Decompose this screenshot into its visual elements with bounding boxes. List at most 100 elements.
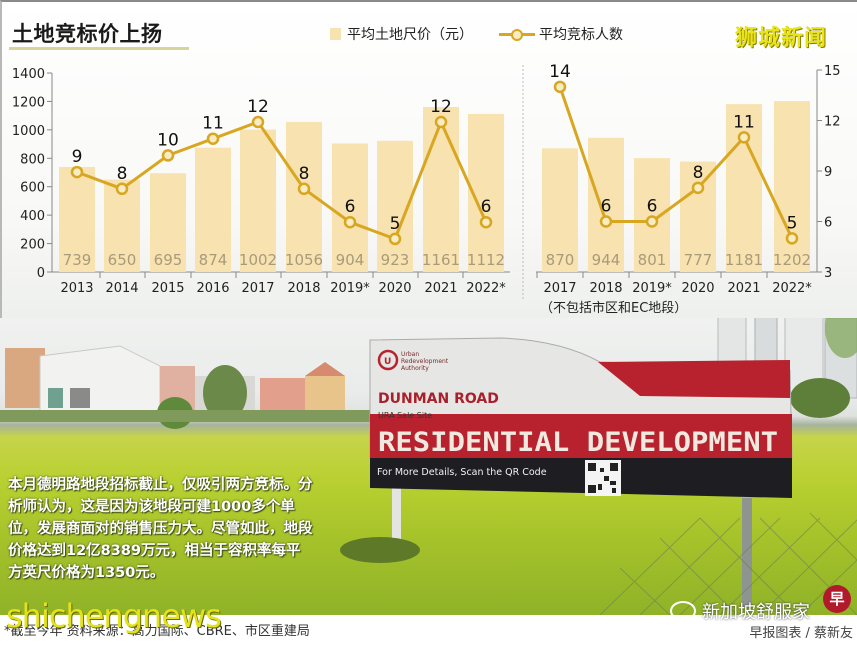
x-tick-label: 2017 xyxy=(543,281,576,296)
line-legend-swatch-icon xyxy=(499,28,535,41)
right-line-series: 14 6 6 8 11 5 xyxy=(549,62,799,245)
price-value-label: 1056 xyxy=(285,251,323,269)
x-tick-label: 2020 xyxy=(681,281,714,296)
bidders-value-label: 10 xyxy=(157,130,179,150)
photo-caption: 本月德明路地段招标截止，仅吸引两方竞标。分析师认为，这是因为该地段可建1000多… xyxy=(8,477,313,581)
data-point-marker xyxy=(70,165,84,179)
wechat-account-name: 新加坡舒服家 xyxy=(702,602,810,623)
x-tick-label: 2020 xyxy=(378,281,411,296)
bidders-value-label: 5 xyxy=(787,213,798,233)
price-value-label: 777 xyxy=(684,251,713,269)
ura-org-name: Urban xyxy=(401,351,419,358)
bidders-value-label: 6 xyxy=(601,197,612,217)
data-point-marker xyxy=(691,181,705,195)
price-bar xyxy=(59,166,95,272)
price-value-label: 1002 xyxy=(239,251,277,269)
bidders-value-label: 11 xyxy=(202,114,224,134)
sign-post xyxy=(742,498,752,608)
left-y-axis: 0 200 400 600 800 1000 1200 1400 xyxy=(12,67,53,281)
y-tick-label: 15 xyxy=(824,64,841,79)
bidders-line xyxy=(76,120,488,241)
bidders-value-label: 12 xyxy=(247,97,269,117)
x-tick-label: 2019* xyxy=(632,281,672,296)
price-value-label: 801 xyxy=(638,251,667,269)
y-tick-label: 6 xyxy=(824,216,832,231)
price-bar xyxy=(542,148,578,272)
x-tick-label: 2019* xyxy=(330,281,370,296)
ura-logo-icon xyxy=(377,349,399,371)
data-point-marker xyxy=(343,215,357,229)
price-bar xyxy=(588,137,624,272)
bidders-value-label: 6 xyxy=(481,197,492,217)
price-bar xyxy=(774,101,810,272)
price-bar xyxy=(332,143,368,272)
hedge-shape xyxy=(0,410,370,422)
left-line-series: 9 8 10 11 12 8 6 5 12 6 xyxy=(70,97,493,246)
title-underline xyxy=(9,47,189,50)
left-x-labels: 2013 2014 2015 2016 2017 2018 2019* 2020 2021 202… xyxy=(60,272,506,296)
sign-road-name: DUNMAN ROAD xyxy=(378,391,499,407)
bidders-value-label: 11 xyxy=(733,112,755,132)
ura-sign: U Urban Redevelopment Authority DUNMAN R… xyxy=(369,337,793,498)
x-tick-label: 2022* xyxy=(772,281,812,296)
y-tick-label: 0 xyxy=(37,266,45,281)
chart-title: 土地竞标价上扬 xyxy=(12,22,163,46)
bidders-value-label: 9 xyxy=(72,147,83,167)
sign-headline: RESIDENTIAL DEVELOPMENT xyxy=(378,427,778,458)
x-tick-label: 2015 xyxy=(151,281,184,296)
window-shape xyxy=(48,388,63,408)
line-legend-label: 平均竞标人数 xyxy=(539,27,623,43)
x-tick-label: 2014 xyxy=(105,281,138,296)
svg-text:Redevelopment: Redevelopment xyxy=(401,358,449,365)
price-value-label: 1161 xyxy=(422,251,460,269)
x-tick-label: 2021 xyxy=(727,281,760,296)
bidders-line xyxy=(558,86,794,239)
data-point-marker xyxy=(553,80,567,94)
price-bar xyxy=(423,106,459,273)
palm-shape xyxy=(825,318,857,358)
x-tick-label: 2018 xyxy=(287,281,320,296)
price-value-label: 944 xyxy=(592,251,621,269)
source-note: *截至今年 资料来源：高力国际、CBRE、市区重建局 xyxy=(4,624,310,639)
data-point-marker xyxy=(434,115,448,129)
wechat-account-mark: 新加坡舒服家 xyxy=(670,598,810,624)
y-tick-label: 12 xyxy=(824,115,841,130)
x-tick-label: 2017 xyxy=(241,281,274,296)
bidders-value-label: 8 xyxy=(693,163,704,183)
house-shape xyxy=(5,348,45,408)
price-value-label: 923 xyxy=(381,251,410,269)
price-value-label: 1181 xyxy=(725,251,763,269)
left-bars: 739 650 695 874 1002 1056 904 923 1161 1112 xyxy=(59,106,505,273)
svg-text:U: U xyxy=(384,357,391,367)
price-value-label: 1112 xyxy=(467,251,505,269)
right-chart-note: （不包括市区和EC地段） xyxy=(540,300,687,316)
bidders-value-label: 6 xyxy=(647,197,658,217)
price-bar xyxy=(634,158,670,272)
data-point-marker xyxy=(737,131,751,144)
watermark-top: 狮城新闻 xyxy=(735,26,828,51)
data-point-marker xyxy=(785,232,799,245)
bidders-value-label: 12 xyxy=(430,97,452,117)
data-point-marker xyxy=(251,115,265,129)
watermark-bottom: shichengnews xyxy=(6,597,222,635)
data-point-marker xyxy=(161,149,175,162)
price-bar xyxy=(240,129,276,272)
credit: 早报图表 / 蔡新友 xyxy=(749,626,853,641)
bar-legend-label: 平均土地尺价（元） xyxy=(347,27,473,43)
grass-tuft xyxy=(340,537,420,563)
data-point-marker xyxy=(645,215,659,228)
bidders-value-label: 5 xyxy=(390,214,401,234)
right-y-ticks: 3 6 9 12 15 xyxy=(817,64,841,281)
x-tick-label: 2022* xyxy=(466,281,506,296)
zaobao-logo-icon: 早 xyxy=(823,585,851,613)
price-value-label: 1202 xyxy=(773,251,811,269)
price-value-label: 870 xyxy=(546,251,575,269)
y-tick-label: 800 xyxy=(20,152,45,167)
x-tick-label: 2018 xyxy=(589,281,622,296)
photo-scene: U Urban Redevelopment Authority DUNMAN R… xyxy=(0,318,857,615)
sign-qr-prompt: For More Details, Scan the QR Code xyxy=(377,467,547,478)
y-tick-label: 1200 xyxy=(12,95,45,110)
data-point-marker xyxy=(206,132,220,145)
bar-legend-swatch-icon xyxy=(330,28,341,40)
